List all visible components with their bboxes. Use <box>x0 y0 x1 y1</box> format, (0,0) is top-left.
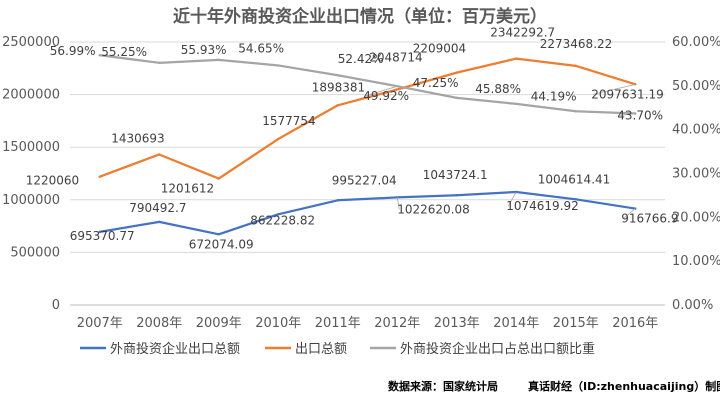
series-lines <box>98 53 637 236</box>
data-label: 52.42% <box>338 52 384 66</box>
y-left-tick-label: 1000000 <box>2 193 60 208</box>
label-leader-line <box>619 113 636 116</box>
data-point <box>455 96 458 100</box>
data-point <box>277 213 280 216</box>
x-tick-label: 2013年 <box>434 316 480 331</box>
data-label: 2097631.19 <box>591 87 664 101</box>
axes: 0 500000 1000000 1500000 2000000 2500000 0.00%… <box>2 35 720 331</box>
data-label: 44.19% <box>531 89 577 103</box>
data-point <box>98 53 101 57</box>
data-point <box>574 64 577 68</box>
data-label: 54.65% <box>238 41 284 55</box>
x-tick-label: 2011年 <box>315 316 361 331</box>
data-label: 916766.9 <box>621 212 678 226</box>
data-label: 55.25% <box>101 45 147 59</box>
x-tick-label: 2009年 <box>196 316 242 331</box>
data-labels: 695370.77 790492.7 672074.09 862228.82 99522… <box>26 26 679 252</box>
y-left-tick-label: 0 <box>52 298 60 313</box>
label-leader-line <box>396 197 400 210</box>
data-point <box>336 199 339 202</box>
y-left-tick-label: 2500000 <box>2 35 60 50</box>
data-point <box>98 175 101 178</box>
data-point <box>574 198 577 201</box>
y-right-tick-label: 50.00% <box>672 79 720 94</box>
gridlines <box>70 41 665 253</box>
data-label: 1043724.1 <box>423 168 488 182</box>
source-note: 数据来源：国家统计局 <box>388 379 498 393</box>
data-label: 1430693 <box>111 131 164 145</box>
data-label: 995227.04 <box>332 173 397 187</box>
data-point <box>455 194 458 197</box>
legend-label: 外商投资企业出口总额 <box>110 341 240 357</box>
data-point <box>217 177 220 180</box>
data-label: 1898381 <box>312 80 365 94</box>
data-label: 2048714 <box>369 50 422 64</box>
data-label: 47.25% <box>413 76 459 90</box>
legend-label: 出口总额 <box>295 342 347 357</box>
data-label: 2342292.7 <box>490 26 555 40</box>
data-label: 2273468.22 <box>540 37 613 51</box>
data-point <box>217 58 220 62</box>
x-tick-label: 2015年 <box>553 316 599 331</box>
data-point <box>574 110 577 113</box>
series-line <box>98 190 637 236</box>
data-point <box>158 220 161 224</box>
data-label: 2209004 <box>413 42 466 56</box>
data-label: 1074619.92 <box>506 199 579 213</box>
y-left-tick-label: 1500000 <box>2 140 60 155</box>
data-label: 43.70% <box>617 108 663 122</box>
data-label: 1022620.08 <box>397 202 470 216</box>
y-right-tick-label: 40.00% <box>672 123 720 138</box>
data-point <box>515 57 518 60</box>
x-tick-label: 2014年 <box>493 316 539 331</box>
data-label: 55.93% <box>181 43 227 57</box>
data-point <box>396 88 399 91</box>
y-right-tick-label: 30.00% <box>672 167 720 182</box>
data-point <box>158 61 161 65</box>
data-label: 1220060 <box>26 174 79 188</box>
y-right-tick-label: 20.00% <box>672 210 720 225</box>
data-point <box>515 102 518 106</box>
y-left-tick-label: 500000 <box>10 245 60 260</box>
data-point <box>336 74 339 77</box>
x-tick-label: 2008年 <box>136 316 182 331</box>
legend: 外商投资企业出口总额 出口总额 外商投资企业出口占总出口额比重 <box>80 341 595 357</box>
label-leader-line <box>593 83 636 95</box>
x-tick-label: 2010年 <box>255 316 301 331</box>
data-label: 45.88% <box>475 82 521 96</box>
data-point <box>98 230 101 234</box>
data-label: 1577754 <box>262 114 315 128</box>
y-right-tick-label: 0.00% <box>672 298 713 313</box>
data-label: 1004614.41 <box>538 172 611 186</box>
data-point <box>217 233 220 236</box>
y-left-tick-label: 2000000 <box>2 88 60 103</box>
series-line <box>98 57 637 180</box>
data-point <box>277 64 280 67</box>
data-point <box>277 137 280 141</box>
series-line <box>98 54 637 115</box>
data-label: 1201612 <box>161 182 214 196</box>
x-tick-label: 2016年 <box>612 316 658 331</box>
label-leader-line <box>622 208 636 219</box>
data-point <box>455 71 458 74</box>
chart-title: 近十年外商投资企业出口情况（单位：百万美元） <box>173 6 547 27</box>
y-right-tick-label: 10.00% <box>672 254 720 269</box>
data-label: 49.92% <box>363 89 409 103</box>
label-leader-line <box>365 85 398 97</box>
data-point <box>158 153 161 156</box>
data-label: 695370.77 <box>70 229 135 243</box>
data-point <box>336 104 339 107</box>
legend-label: 外商投资企业出口占总出口额比重 <box>400 341 595 357</box>
data-label: 862228.82 <box>250 213 315 227</box>
data-label: 56.99% <box>50 44 96 58</box>
x-tick-label: 2007年 <box>77 316 123 331</box>
y-right-tick-label: 60.00% <box>672 35 720 50</box>
label-leader-line <box>507 191 517 207</box>
credit-note: 真话财经（ID:zhenhuacaijing）制图 <box>528 379 720 393</box>
data-label: 790492.7 <box>129 201 186 215</box>
x-tick-label: 2012年 <box>374 316 420 331</box>
data-label: 672074.09 <box>189 237 254 251</box>
